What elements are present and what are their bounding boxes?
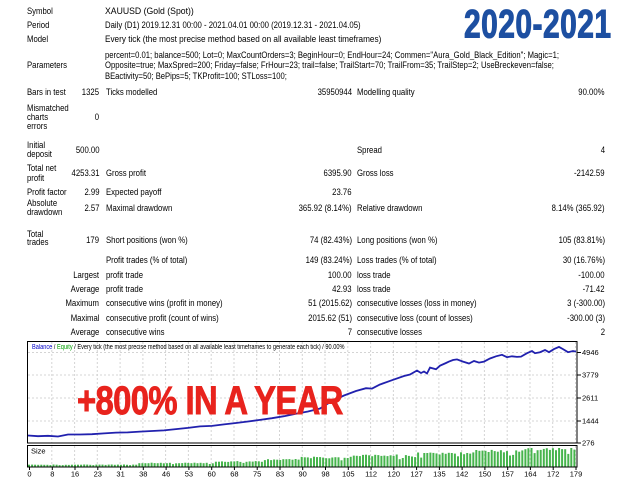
svg-text:0: 0 bbox=[27, 470, 31, 479]
svg-text:16: 16 bbox=[71, 470, 79, 479]
svg-text:60: 60 bbox=[208, 470, 216, 479]
svg-text:53: 53 bbox=[185, 470, 193, 479]
svg-text:112: 112 bbox=[365, 470, 377, 479]
svg-text:Size: Size bbox=[31, 447, 46, 456]
svg-text:127: 127 bbox=[410, 470, 423, 479]
svg-text:135: 135 bbox=[433, 470, 446, 479]
svg-text:179: 179 bbox=[570, 470, 583, 479]
svg-text:3779: 3779 bbox=[582, 371, 599, 380]
svg-text:98: 98 bbox=[321, 470, 329, 479]
svg-text:8: 8 bbox=[50, 470, 54, 479]
svg-text:150: 150 bbox=[479, 470, 492, 479]
svg-text:23: 23 bbox=[94, 470, 102, 479]
svg-text:142: 142 bbox=[456, 470, 469, 479]
svg-text:4946: 4946 bbox=[582, 348, 599, 357]
svg-text:164: 164 bbox=[524, 470, 537, 479]
svg-text:157: 157 bbox=[501, 470, 514, 479]
svg-text:38: 38 bbox=[139, 470, 147, 479]
svg-text:31: 31 bbox=[116, 470, 124, 479]
svg-text:276: 276 bbox=[582, 439, 595, 448]
svg-text:75: 75 bbox=[253, 470, 261, 479]
svg-text:2611: 2611 bbox=[582, 394, 598, 403]
svg-text:83: 83 bbox=[276, 470, 284, 479]
svg-text:105: 105 bbox=[342, 470, 355, 479]
svg-text:90: 90 bbox=[299, 470, 307, 479]
svg-text:46: 46 bbox=[162, 470, 170, 479]
svg-text:1444: 1444 bbox=[582, 417, 599, 426]
svg-text:172: 172 bbox=[547, 470, 560, 479]
svg-text:120: 120 bbox=[388, 470, 401, 479]
svg-text:68: 68 bbox=[230, 470, 238, 479]
